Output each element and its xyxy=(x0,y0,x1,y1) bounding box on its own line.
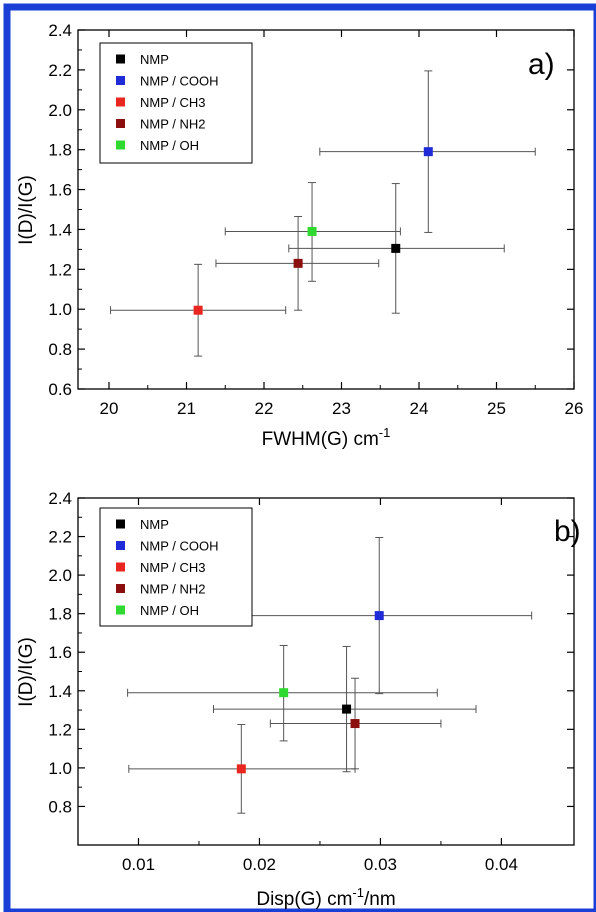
legend-marker xyxy=(116,76,125,85)
legend-label: NMP xyxy=(140,52,169,67)
y-tick-label: 1.0 xyxy=(48,759,72,778)
y-tick-label: 0.8 xyxy=(48,340,72,359)
y-tick-label: 1.2 xyxy=(48,720,72,739)
data-point xyxy=(307,226,317,236)
data-point xyxy=(423,147,433,157)
y-tick-label: 1.6 xyxy=(48,643,72,662)
data-point xyxy=(342,704,352,714)
y-tick-label: 1.4 xyxy=(48,220,72,239)
x-tick-label: 0.02 xyxy=(243,855,276,874)
y-tick-label: 1.8 xyxy=(48,605,72,624)
data-point xyxy=(293,258,303,268)
y-tick-label: 1.2 xyxy=(48,260,72,279)
legend-marker xyxy=(116,562,125,572)
figure-frame xyxy=(3,3,596,912)
y-tick-label: 1.8 xyxy=(48,141,72,160)
data-point xyxy=(193,305,203,315)
legend-marker xyxy=(116,119,125,128)
y-tick-label: 2.4 xyxy=(48,489,72,508)
x-tick-label: 24 xyxy=(410,399,429,418)
x-tick-label: 25 xyxy=(487,399,506,418)
y-axis-label: I(D)/I(G) xyxy=(16,637,37,707)
y-tick-label: 2.0 xyxy=(48,566,72,585)
legend-marker xyxy=(116,519,125,529)
y-tick-label: 2.0 xyxy=(48,101,72,120)
x-tick-label: 22 xyxy=(255,399,274,418)
data-point xyxy=(279,688,289,698)
legend-label: NMP / CH3 xyxy=(140,560,206,575)
legend-marker xyxy=(116,541,125,550)
legend: NMP NMP / COOH NMP / CH3 NMP / NH2 NMP / OH xyxy=(99,507,253,627)
x-tick-label: 26 xyxy=(565,399,584,418)
data-point xyxy=(391,243,401,253)
legend-label: NMP / CH3 xyxy=(140,95,206,110)
y-tick-label: 0.8 xyxy=(48,797,72,816)
y-tick-label: 2.2 xyxy=(48,61,72,80)
x-tick-label: 0.01 xyxy=(122,855,155,874)
x-tick-label: 23 xyxy=(332,399,351,418)
y-axis-label: I(D)/I(G) xyxy=(16,175,37,245)
y-tick-label: 1.4 xyxy=(48,682,72,701)
panel-b-label: b) xyxy=(554,515,581,548)
legend-label: NMP xyxy=(140,517,169,532)
x-tick-label: 0.03 xyxy=(364,855,397,874)
panel-a-label: a) xyxy=(528,48,555,81)
legend-box xyxy=(99,507,253,627)
x-axis-label: FWHM(G) cm-1 xyxy=(262,425,391,450)
y-tick-label: 0.6 xyxy=(48,380,72,399)
legend-marker xyxy=(116,54,125,64)
y-tick-label: 1.0 xyxy=(48,300,72,319)
x-tick-label: 21 xyxy=(177,399,196,418)
data-point xyxy=(374,611,384,621)
x-axis-label: Disp(G) cm-1/nm xyxy=(256,885,395,910)
legend-marker xyxy=(116,605,125,615)
data-point xyxy=(350,719,360,729)
y-tick-label: 1.6 xyxy=(48,181,72,200)
legend-marker xyxy=(116,97,125,107)
legend-label: NMP / COOH xyxy=(140,539,219,554)
legend-label: NMP / NH2 xyxy=(140,117,206,132)
x-tick-label: 0.04 xyxy=(485,855,518,874)
legend: NMP NMP / COOH NMP / CH3 NMP / NH2 NMP / OH xyxy=(99,42,253,164)
x-tick-label: 20 xyxy=(100,399,119,418)
panel-a: a) 20 21 22 23 24 25 26 0.6 0.8 1.0 1.2 1.4 1.6 1.8 2.… xyxy=(16,21,583,450)
legend-label: NMP / OH xyxy=(140,603,199,618)
legend-marker xyxy=(116,140,125,150)
legend-box xyxy=(99,42,253,164)
panel-b: b) 0.01 0.02 0.03 0.04 0.8 1.0 1.2 1.4 1.6 1.8 2.0… xyxy=(16,489,581,910)
legend-label: NMP / OH xyxy=(140,138,199,153)
data-point xyxy=(236,764,246,774)
y-tick-label: 2.4 xyxy=(48,21,72,40)
legend-marker xyxy=(116,584,125,593)
legend-label: NMP / COOH xyxy=(140,74,219,89)
legend-label: NMP / NH2 xyxy=(140,582,206,597)
y-tick-label: 2.2 xyxy=(48,528,72,547)
